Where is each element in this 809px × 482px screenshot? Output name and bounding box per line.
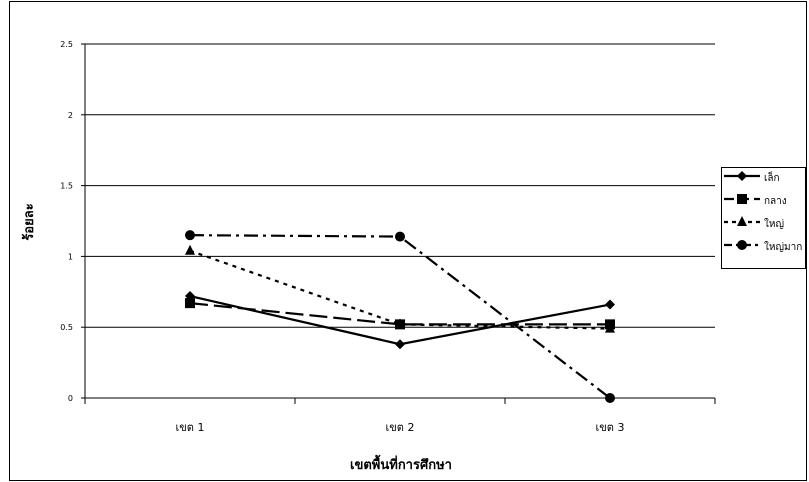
x-axis-title: เขตพื้นที่การศึกษา bbox=[350, 454, 452, 473]
y-tick-label: 0.5 bbox=[60, 323, 73, 332]
x-tick-labels: เขต 1 เขต 2 เขต 3 bbox=[176, 421, 625, 434]
series-line bbox=[189, 249, 611, 330]
circle-marker bbox=[395, 231, 405, 242]
y-tick-label: 0 bbox=[68, 394, 73, 403]
chart-border bbox=[9, 1, 807, 481]
y-tick-labels: 0 0.5 1 1.5 2 2.5 bbox=[60, 40, 73, 403]
y-tick-label: 2 bbox=[68, 111, 73, 120]
legend-label: ใหญ่มาก bbox=[764, 241, 802, 253]
diamond-marker bbox=[395, 339, 405, 350]
y-tick-label: 2.5 bbox=[60, 40, 73, 49]
legend-label: กลาง bbox=[764, 196, 787, 207]
legend-label: ใหญ่ bbox=[764, 218, 784, 230]
circle-marker bbox=[185, 230, 195, 241]
diamond-marker bbox=[605, 299, 615, 310]
x-tick-label: เขต 3 bbox=[596, 421, 625, 434]
square-marker bbox=[737, 194, 747, 204]
triangle-marker bbox=[395, 318, 405, 329]
legend-box bbox=[721, 167, 806, 269]
triangle-marker bbox=[185, 244, 195, 255]
y-tick-label: 1 bbox=[68, 252, 73, 261]
x-tick-label: เขต 2 bbox=[386, 421, 415, 434]
y-tick-label: 1.5 bbox=[60, 182, 73, 191]
circle-marker bbox=[605, 393, 615, 403]
circle-marker bbox=[737, 240, 747, 250]
series-line bbox=[189, 302, 610, 326]
triangle-marker bbox=[605, 322, 615, 333]
square-marker bbox=[185, 298, 195, 309]
x-tick-label: เขต 1 bbox=[176, 421, 205, 434]
triangle-marker bbox=[737, 216, 747, 226]
series-markers bbox=[185, 230, 615, 403]
diamond-marker bbox=[737, 171, 747, 181]
y-axis-title: ร้อยละ bbox=[21, 203, 37, 240]
legend-label: เล็ก bbox=[764, 170, 780, 184]
